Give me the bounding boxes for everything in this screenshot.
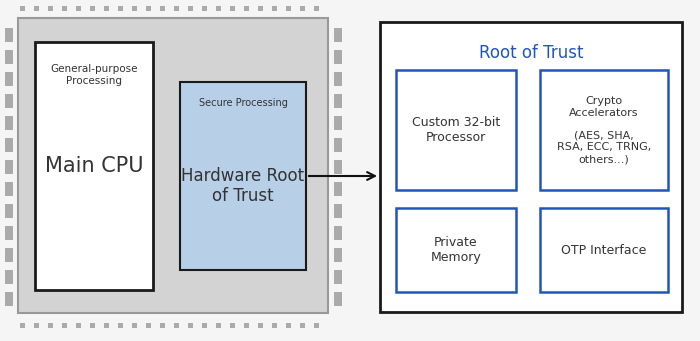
Bar (334, 160, 342, 174)
Bar (76, 5, 80, 11)
Bar (334, 28, 342, 42)
Bar (146, 5, 150, 11)
Bar (62, 5, 66, 11)
Bar (334, 270, 342, 284)
Bar (132, 323, 136, 327)
Bar (5, 28, 13, 42)
Bar (90, 5, 95, 11)
Bar (174, 323, 178, 327)
Bar (34, 5, 38, 11)
Bar (188, 323, 193, 327)
Bar (90, 323, 95, 327)
Text: Private
Memory: Private Memory (430, 236, 482, 264)
Bar (286, 5, 290, 11)
Bar (314, 323, 318, 327)
Bar (118, 323, 122, 327)
Bar (540, 70, 668, 190)
Bar (396, 208, 516, 292)
Bar (5, 204, 13, 218)
Bar (160, 5, 164, 11)
Bar (202, 323, 206, 327)
Bar (48, 5, 52, 11)
Bar (5, 226, 13, 240)
Bar (5, 138, 13, 152)
Bar (5, 94, 13, 108)
Bar (20, 5, 25, 11)
Bar (5, 292, 13, 306)
Bar (174, 5, 178, 11)
Bar (132, 5, 136, 11)
Bar (286, 323, 290, 327)
Bar (5, 270, 13, 284)
Bar (334, 226, 342, 240)
Bar (20, 323, 25, 327)
Bar (334, 50, 342, 64)
Bar (5, 50, 13, 64)
Bar (146, 323, 150, 327)
Text: Crypto
Accelerators

(AES, SHA,
RSA, ECC, TRNG,
others...): Crypto Accelerators (AES, SHA, RSA, ECC,… (557, 96, 651, 164)
Bar (5, 116, 13, 130)
Bar (180, 82, 306, 270)
Bar (272, 323, 276, 327)
Bar (334, 94, 342, 108)
Bar (34, 323, 38, 327)
Text: Secure Processing: Secure Processing (199, 98, 288, 108)
Bar (300, 5, 304, 11)
Bar (118, 5, 122, 11)
Text: OTP Interface: OTP Interface (561, 243, 647, 256)
Bar (258, 5, 262, 11)
Bar (104, 5, 108, 11)
Bar (48, 323, 52, 327)
Text: General-purpose
Processing: General-purpose Processing (50, 64, 138, 86)
Bar (334, 182, 342, 196)
Bar (272, 5, 276, 11)
Bar (18, 18, 328, 313)
Bar (334, 72, 342, 86)
Bar (334, 116, 342, 130)
Bar (104, 323, 108, 327)
Bar (35, 42, 153, 290)
Bar (334, 292, 342, 306)
Bar (216, 5, 220, 11)
Bar (160, 323, 164, 327)
Bar (5, 182, 13, 196)
Bar (62, 323, 66, 327)
Text: Hardware Root
of Trust: Hardware Root of Trust (181, 167, 304, 205)
Bar (314, 5, 318, 11)
Bar (258, 323, 262, 327)
Bar (244, 5, 248, 11)
Text: Custom 32-bit
Processor: Custom 32-bit Processor (412, 116, 500, 144)
Bar (230, 5, 235, 11)
Text: Main CPU: Main CPU (45, 156, 144, 176)
Bar (380, 22, 682, 312)
Bar (202, 5, 206, 11)
Bar (334, 138, 342, 152)
Bar (300, 323, 304, 327)
FancyArrowPatch shape (309, 172, 375, 180)
Bar (5, 72, 13, 86)
Bar (5, 248, 13, 262)
Bar (230, 323, 235, 327)
Bar (76, 323, 80, 327)
Bar (334, 204, 342, 218)
Bar (334, 248, 342, 262)
Bar (396, 70, 516, 190)
Bar (5, 160, 13, 174)
Bar (188, 5, 193, 11)
Bar (216, 323, 220, 327)
Bar (244, 323, 248, 327)
Text: Root of Trust: Root of Trust (479, 44, 583, 62)
Bar (540, 208, 668, 292)
